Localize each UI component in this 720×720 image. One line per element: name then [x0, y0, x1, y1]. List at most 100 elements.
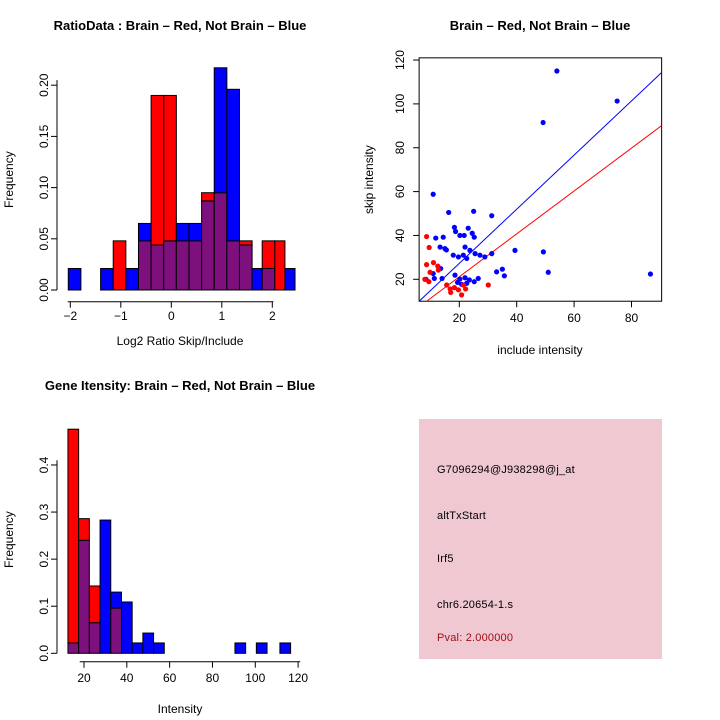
scatter-point-blue	[472, 251, 478, 257]
event-type-text: altTxStart	[437, 510, 487, 522]
scatter-point-blue	[489, 213, 495, 219]
x-tick-label: 40	[510, 311, 524, 325]
scatter-point-blue	[540, 119, 546, 126]
gene-name-text: Irf5	[437, 553, 454, 565]
scatter-point-blue	[477, 252, 483, 258]
scatter-point-blue	[433, 235, 439, 241]
info-panel: G7096294@J938298@j_at altTxStart Irf5 ch…	[360, 360, 720, 720]
scatter-point-blue	[440, 234, 446, 240]
histogram-bar-overlap	[163, 240, 177, 291]
scatter-point-red	[427, 269, 433, 275]
location-text: chr6.20654-1.s	[437, 599, 514, 611]
blue-regression-line	[418, 72, 662, 302]
histogram-bar	[142, 632, 155, 654]
scatter-point-blue	[462, 275, 468, 281]
scatter-point-blue	[467, 247, 473, 253]
histogram-bar	[234, 642, 247, 654]
x-tick-label: 80	[625, 311, 639, 325]
x-tick-label: −1	[114, 309, 128, 323]
y-tick-label: 0.2	[37, 550, 51, 567]
x-tick-label: 100	[245, 671, 265, 685]
histogram-bar	[279, 642, 292, 654]
scatter-point-blue	[471, 279, 477, 285]
probe-id-text: G7096294@J938298@j_at	[437, 464, 575, 476]
y-tick-label: 100	[393, 94, 407, 114]
x-tick-label: 120	[288, 671, 308, 685]
histogram-bar	[125, 267, 139, 291]
histogram-bar	[150, 94, 165, 246]
scatter-ylabel: skip intensity	[362, 145, 376, 215]
y-tick-label: 0.1	[37, 598, 51, 615]
scatter-point-blue	[454, 279, 461, 285]
ratio-histogram-title: RatioData : Brain – Red, Not Brain – Blu…	[53, 18, 307, 33]
scatter-point-blue	[465, 225, 471, 231]
scatter-point-blue	[452, 228, 459, 235]
scatter-point-blue	[430, 191, 436, 197]
scatter-point-blue	[471, 208, 477, 214]
scatter-point-blue	[457, 232, 463, 239]
histogram-bar	[99, 519, 112, 654]
scatter-point-red	[435, 267, 441, 273]
scatter-point-blue	[471, 234, 477, 240]
histogram-bar	[67, 428, 80, 644]
scatter-point-blue	[464, 255, 470, 262]
histogram-bar-overlap	[188, 240, 203, 291]
x-tick-label: 0	[168, 309, 175, 323]
histogram-bar	[238, 240, 253, 246]
scatter-point-blue	[437, 244, 443, 250]
scatter-point-red	[435, 263, 441, 269]
scatter-point-red	[426, 279, 432, 285]
histogram-bar	[137, 222, 152, 242]
scatter-point-red	[463, 286, 469, 292]
red-regression-line	[426, 125, 662, 302]
x-tick-label: 80	[206, 671, 220, 685]
plot-box	[418, 57, 663, 302]
histogram-bar	[112, 240, 127, 291]
scatter-point-blue	[501, 273, 507, 279]
scatter-point-blue	[450, 252, 456, 258]
gene-histogram-panel: 20 40 60 80 100 120 0.0 0.1 0.2 0.3 0.4 Gene Itens…	[0, 360, 360, 720]
gene-histogram-title: Gene Itensity: Brain – Red, Not Brain – …	[44, 378, 316, 393]
ratio-histogram-canvas: −2 −1 0 1 2 0.00 0.05 0.10 0.15 0.20	[37, 67, 296, 323]
x-tick-label: 1	[218, 309, 225, 323]
y-tick-label: 0.10	[37, 176, 51, 200]
histogram-bar-overlap	[261, 267, 276, 291]
scatter-point-blue	[540, 249, 546, 255]
histogram-bar	[226, 88, 240, 242]
y-tick-label: 0.3	[37, 503, 51, 520]
scatter-point-blue	[647, 271, 654, 277]
histogram-bar	[201, 192, 215, 202]
gene-histogram-canvas: 20 40 60 80 100 120 0.0 0.1 0.2 0.3 0.4	[37, 428, 308, 685]
x-tick-label: 60	[567, 311, 581, 325]
scatter-point-blue	[475, 275, 481, 282]
histogram-bar	[153, 642, 165, 654]
histogram-bar-overlap	[175, 240, 190, 291]
histogram-bar-overlap	[78, 539, 90, 654]
histogram-bar-overlap	[201, 200, 215, 291]
scatter-canvas: 20 40 60 80 20 40 60 80 100 120	[393, 50, 663, 325]
scatter-point-red	[423, 262, 430, 268]
histogram-bar	[67, 267, 82, 291]
scatter-point-red	[485, 282, 491, 288]
scatter-point-red	[451, 285, 458, 291]
histogram-bar-overlap	[150, 244, 165, 291]
histogram-bar-overlap	[226, 240, 240, 291]
histogram-bar	[188, 222, 203, 242]
scatter-point-blue	[489, 251, 495, 257]
histogram-bar	[251, 267, 263, 291]
scatter-xlabel: include intensity	[497, 343, 583, 357]
y-tick-label: 40	[393, 228, 407, 242]
y-tick-label: 80	[393, 141, 407, 155]
y-tick-label: 0.4	[37, 456, 51, 473]
y-tick-label: 0.15	[37, 124, 51, 148]
y-tick-label: 60	[393, 185, 407, 199]
scatter-point-blue	[512, 247, 518, 253]
scatter-point-blue	[439, 275, 445, 282]
scatter-point-blue	[451, 224, 458, 230]
histogram-bar	[163, 94, 177, 242]
scatter-point-blue	[461, 232, 467, 239]
scatter-point-red	[422, 276, 428, 282]
histogram-bar	[120, 601, 133, 654]
histogram-bar-overlap	[238, 244, 253, 291]
scatter-point-blue	[494, 269, 500, 275]
